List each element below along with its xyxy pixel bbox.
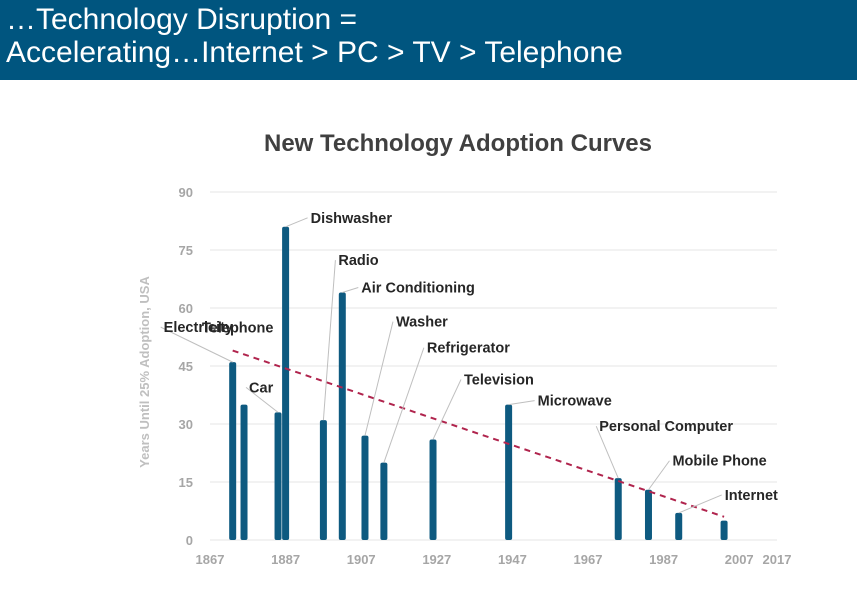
data-label-telephone: Telephone: [202, 321, 273, 337]
leader-line-dishwasher: [285, 217, 308, 228]
data-label-dishwasher: Dishwasher: [311, 211, 393, 227]
data-label-television: Television: [464, 372, 534, 388]
bar-television: [429, 439, 437, 540]
x-tick-label: 1967: [574, 552, 603, 567]
data-label-washer: Washer: [396, 315, 448, 331]
bar-radio: [319, 420, 327, 540]
bar-car: [274, 412, 282, 540]
data-label-car: Car: [249, 380, 274, 396]
y-tick-label: 45: [179, 359, 193, 374]
y-tick-label: 30: [179, 417, 193, 432]
y-tick-label: 75: [179, 243, 193, 258]
data-label-air-conditioning: Air Conditioning: [361, 281, 475, 297]
x-tick-label: 2007: [725, 552, 754, 567]
x-tick-label: 1927: [422, 552, 451, 567]
x-tick-label: 1947: [498, 552, 527, 567]
bar-air-conditioning: [338, 292, 346, 540]
leader-line-mobile-phone: [648, 460, 670, 491]
x-tick-label: 1907: [347, 552, 376, 567]
bar-microwave: [505, 404, 513, 540]
chart-title: New Technology Adoption Curves: [264, 130, 652, 157]
leader-line-electricity: [160, 326, 233, 363]
y-tick-label: 90: [179, 185, 193, 200]
data-label-personal-computer: Personal Computer: [599, 419, 733, 435]
y-axis-label: Years Until 25% Adoption, USA: [137, 276, 152, 468]
leader-line-radio: [322, 260, 336, 421]
slide-header: …Technology Disruption = Accelerating…In…: [0, 0, 857, 80]
bar-internet: [675, 512, 683, 540]
y-tick-label: 0: [186, 533, 193, 548]
leader-line-washer: [364, 321, 394, 436]
bar-personal-computer: [614, 478, 622, 540]
x-tick-label: 1887: [271, 552, 300, 567]
leader-line-television: [432, 379, 462, 440]
slide-title-line-1: …Technology Disruption =: [6, 3, 358, 36]
x-tick-label: 1987: [649, 552, 678, 567]
bar-electricity: [229, 362, 237, 540]
y-tick-label: 15: [179, 475, 193, 490]
y-tick-label: 60: [179, 301, 193, 316]
bar-washer: [361, 435, 369, 540]
leader-line-refrigerator: [383, 347, 425, 463]
data-label-internet: Internet: [725, 488, 778, 504]
trend-line: [232, 349, 725, 518]
x-tick-label: 1867: [196, 552, 225, 567]
leader-line-internet: [678, 494, 722, 514]
data-label-mobile-phone: Mobile Phone: [672, 454, 766, 470]
data-label-radio: Radio: [338, 253, 378, 269]
bar-unlabeled: [720, 520, 728, 540]
bar-refrigerator: [380, 462, 388, 540]
bar-telephone: [240, 404, 248, 540]
x-tick-label: 2017: [763, 552, 792, 567]
leader-line-personal-computer: [595, 425, 619, 479]
slide-title-line-2: Accelerating…Internet > PC > TV > Teleph…: [6, 36, 623, 69]
bar-mobile-phone: [644, 489, 652, 540]
data-label-microwave: Microwave: [538, 394, 612, 410]
leader-line-car: [245, 387, 279, 413]
leader-line-microwave: [508, 400, 535, 406]
data-label-refrigerator: Refrigerator: [427, 341, 510, 357]
leader-line-air-conditioning: [342, 287, 359, 294]
bar-dishwasher: [282, 226, 290, 541]
data-label-electricity: Electricity: [164, 320, 233, 336]
